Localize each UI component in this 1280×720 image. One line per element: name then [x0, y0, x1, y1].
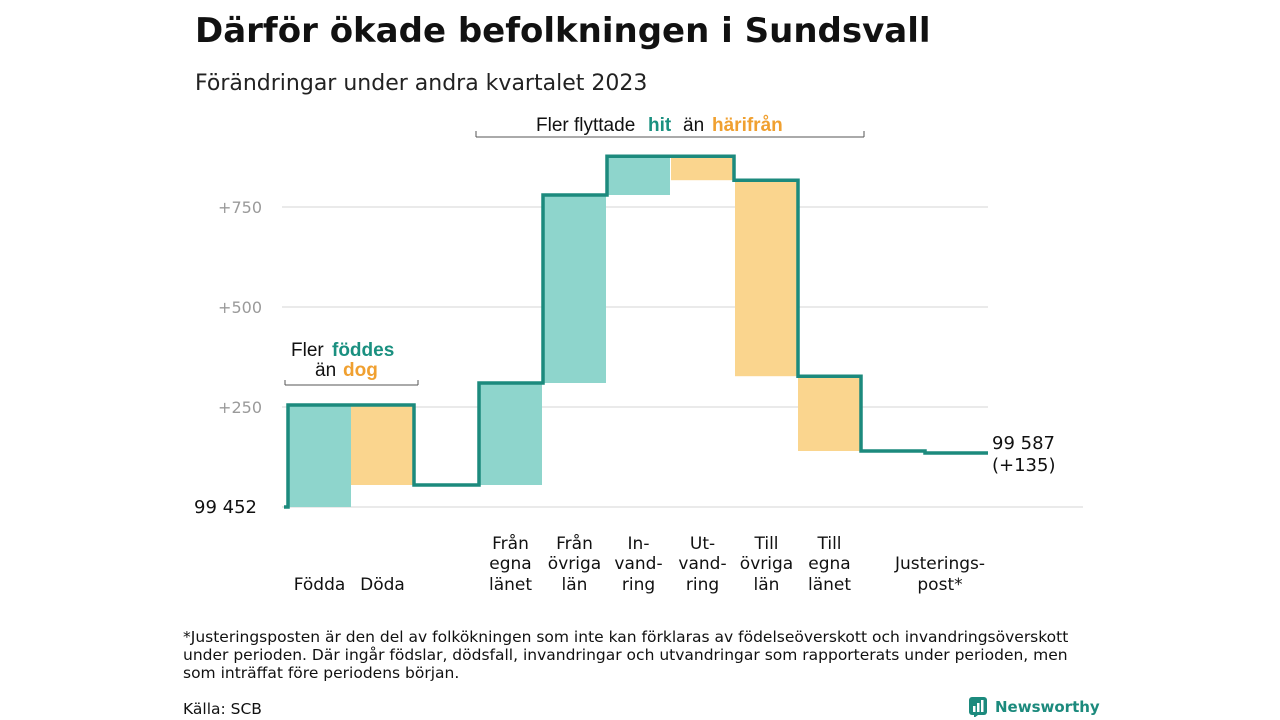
migration-annotation: Fler flyttade hit än härifrån	[475, 115, 865, 138]
migration-annotation-pre: Fler flyttade	[536, 115, 635, 136]
category-label: Från	[556, 533, 593, 554]
birth-annotation-pre: Fler	[291, 340, 324, 361]
source-label: Källa: SCB	[183, 700, 262, 718]
migration-annotation-harifran: härifrån	[712, 115, 783, 136]
category-label: vand-	[614, 554, 662, 574]
category-label: Till	[816, 534, 841, 554]
bar-increase	[288, 405, 351, 507]
birth-annotation-mid: än	[315, 360, 336, 381]
category-label: län	[562, 575, 588, 595]
brand-logo: Newsworthy	[969, 697, 1100, 717]
y-tick-labels: +250 +500 +750	[218, 198, 262, 417]
y-tick-label: +500	[218, 298, 262, 317]
category-label: övriga	[740, 554, 793, 574]
chart-title: Därför ökade befolkningen i Sundsvall	[195, 11, 931, 51]
category-label: ring	[686, 575, 719, 595]
bar-increase	[479, 383, 542, 485]
category-label: Från	[492, 533, 529, 554]
category-label: egna	[808, 554, 850, 574]
migration-annotation-mid: än	[683, 115, 704, 136]
category-label: Justerings-	[894, 554, 985, 574]
category-label: Födda	[294, 575, 346, 595]
category-label: länet	[808, 575, 851, 595]
bar-decrease	[735, 180, 798, 377]
category-label: post*	[917, 575, 962, 595]
bar-increase	[607, 156, 670, 195]
cumulative-step-line	[284, 154, 988, 509]
y-tick-label: +250	[218, 398, 262, 417]
birth-annotation: Fler föddes än dog	[284, 340, 419, 386]
migration-annotation-hit: hit	[648, 115, 672, 136]
category-label: Till	[753, 534, 778, 554]
bar-decrease	[671, 156, 734, 181]
birth-annotation-foddes: föddes	[332, 340, 394, 361]
footnote: *Justeringsposten är den del av folkökni…	[183, 628, 1069, 682]
bar-decrease	[798, 376, 861, 451]
category-label: vand-	[678, 554, 726, 574]
category-label: Ut-	[690, 534, 715, 554]
end-change-label: (+135)	[992, 455, 1055, 476]
bar-decrease	[351, 405, 414, 485]
category-label: ring	[622, 575, 655, 595]
newsworthy-icon	[969, 697, 987, 717]
brand-name: Newsworthy	[995, 698, 1100, 716]
category-label: övriga	[548, 554, 601, 574]
bar-increase	[543, 195, 606, 383]
category-label: län	[754, 575, 780, 595]
chart-subtitle: Förändringar under andra kvartalet 2023	[195, 71, 647, 96]
category-label: In-	[628, 534, 650, 554]
y-tick-label: +750	[218, 198, 262, 217]
category-label: länet	[489, 575, 532, 595]
birth-annotation-dog: dog	[343, 360, 378, 381]
bars	[288, 156, 861, 507]
end-value-label: 99 587	[992, 433, 1055, 454]
category-labels: Födda DödaFrånegnalänetFrånövrigalänIn-va…	[294, 533, 985, 595]
start-value-label: 99 452	[194, 497, 257, 518]
category-label: Döda	[360, 575, 405, 595]
category-label: egna	[489, 554, 531, 574]
